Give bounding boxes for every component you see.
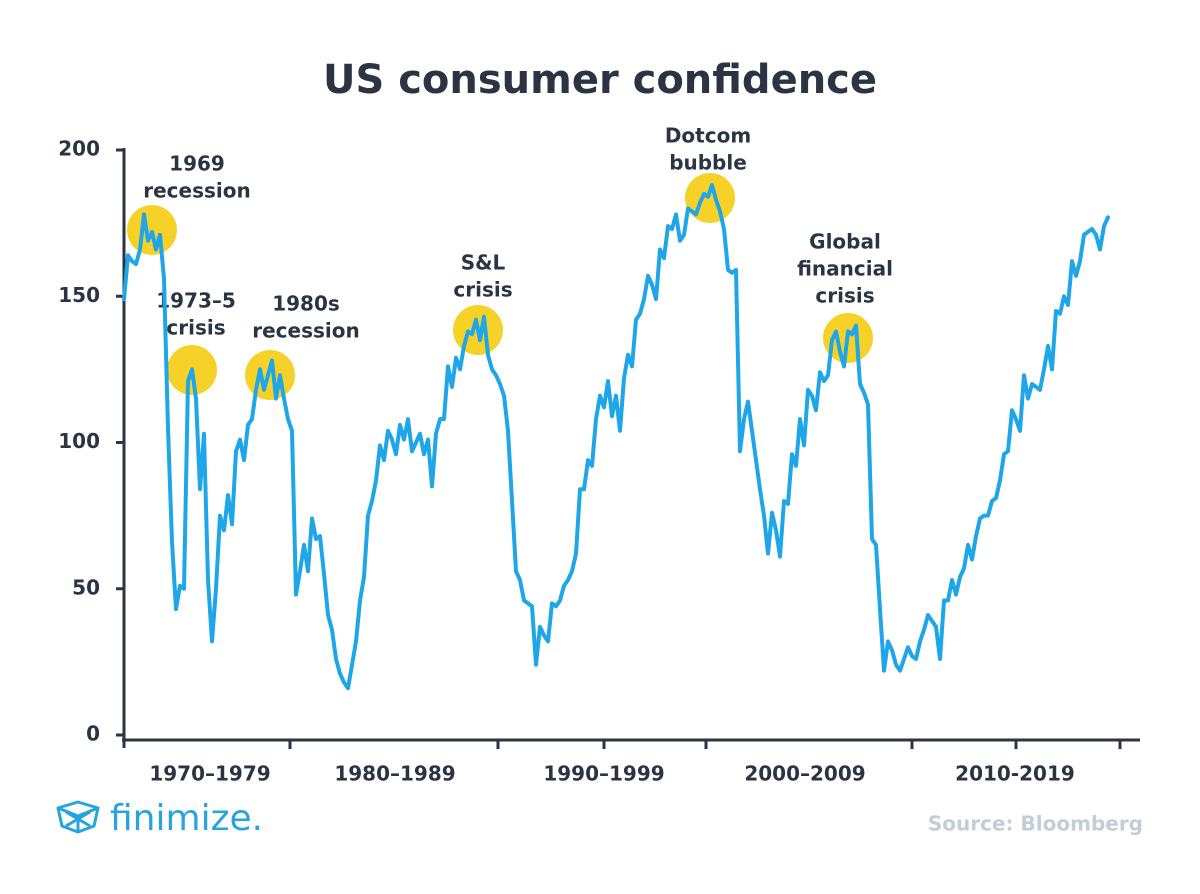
y-tick-label: 150: [58, 283, 100, 307]
period-label: 1980–1989: [334, 762, 455, 786]
annotation: crisis: [815, 284, 874, 308]
period-label: 1970–1979: [149, 762, 270, 786]
annotation: recession: [143, 179, 251, 203]
data-line: [122, 183, 1110, 691]
annotation: Dotcom: [665, 124, 751, 148]
y-tick-label: 50: [72, 575, 100, 599]
period-label: 2010-2019: [955, 762, 1075, 786]
y-tick-label: 200: [58, 137, 100, 161]
annotation: 1980s: [272, 292, 340, 316]
period-label: 1990–1999: [543, 762, 664, 786]
annotation: 1969: [169, 152, 225, 176]
logo-icon: [56, 800, 100, 834]
source: Source: Bloomberg: [928, 812, 1143, 836]
y-tick-label: 0: [86, 722, 100, 746]
period-label: 2000–2009: [744, 762, 865, 786]
annotation: S&L: [461, 251, 506, 275]
annotation: financial: [797, 257, 893, 281]
chart-title: US consumer confidence: [323, 57, 877, 103]
annotation: 1973–5: [156, 289, 236, 313]
y-tick-label: 100: [58, 429, 100, 453]
annotation: recession: [252, 319, 360, 343]
annotation: crisis: [166, 316, 225, 340]
annotation: crisis: [453, 278, 512, 302]
brand: finimize.: [110, 798, 263, 839]
highlight: [685, 173, 735, 223]
annotation: Global: [809, 230, 881, 254]
annotation: bubble: [669, 151, 747, 175]
